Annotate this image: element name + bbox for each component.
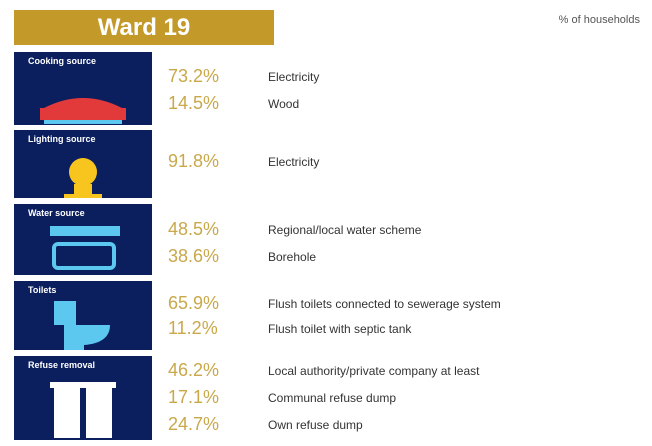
icon <box>64 158 102 198</box>
item-label: Wood <box>268 97 300 111</box>
section-label: Toilets <box>28 285 57 295</box>
percentage: 48.5% <box>168 219 220 239</box>
percentage: 38.6% <box>168 246 220 266</box>
percentage: 17.1% <box>168 387 220 407</box>
icon <box>50 226 120 270</box>
item-label: Own refuse dump <box>268 418 363 432</box>
percentage: 14.5% <box>168 93 220 113</box>
item-label: Local authority/private company at least <box>268 364 480 378</box>
title: Ward 19 <box>14 10 274 45</box>
section-label: Cooking source <box>28 56 97 66</box>
item-label: Electricity <box>268 70 320 84</box>
percentage: 65.9% <box>168 293 220 313</box>
percentage: 73.2% <box>168 66 220 86</box>
item-label: Flush toilet with septic tank <box>268 322 412 336</box>
item-label: Electricity <box>268 155 320 169</box>
percentage: 24.7% <box>168 414 220 434</box>
icon-box: Refuse removal <box>14 356 152 440</box>
percentage: 11.2% <box>168 318 218 338</box>
section-label: Refuse removal <box>28 360 96 370</box>
item-label: Flush toilets connected to sewerage syst… <box>268 297 501 311</box>
icon-box: Water source <box>14 204 152 275</box>
icon <box>40 98 126 124</box>
section-label: Water source <box>28 208 85 218</box>
icon <box>50 382 116 438</box>
item-label: Regional/local water scheme <box>268 223 422 237</box>
icon-box: Lighting source <box>14 130 152 198</box>
section-label: Lighting source <box>28 134 96 144</box>
percentage: 46.2% <box>168 360 220 380</box>
icon-box: Toilets <box>14 281 152 350</box>
item-label: Borehole <box>268 250 317 264</box>
icon <box>54 301 110 350</box>
note: % of households <box>558 14 640 26</box>
percentage: 91.8% <box>168 151 220 171</box>
item-label: Communal refuse dump <box>268 391 397 405</box>
icon-box: Cooking source <box>14 52 152 125</box>
